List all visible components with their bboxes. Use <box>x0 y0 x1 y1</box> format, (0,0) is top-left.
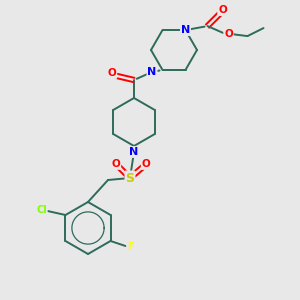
Text: O: O <box>218 5 227 15</box>
Text: Cl: Cl <box>36 205 47 215</box>
Text: S: S <box>125 172 134 184</box>
Text: O: O <box>108 68 116 78</box>
Text: N: N <box>181 25 190 35</box>
Text: N: N <box>129 147 139 157</box>
Text: O: O <box>224 29 233 39</box>
Text: F: F <box>127 242 134 252</box>
Text: O: O <box>142 159 150 169</box>
Text: N: N <box>147 67 157 77</box>
Text: O: O <box>112 159 120 169</box>
